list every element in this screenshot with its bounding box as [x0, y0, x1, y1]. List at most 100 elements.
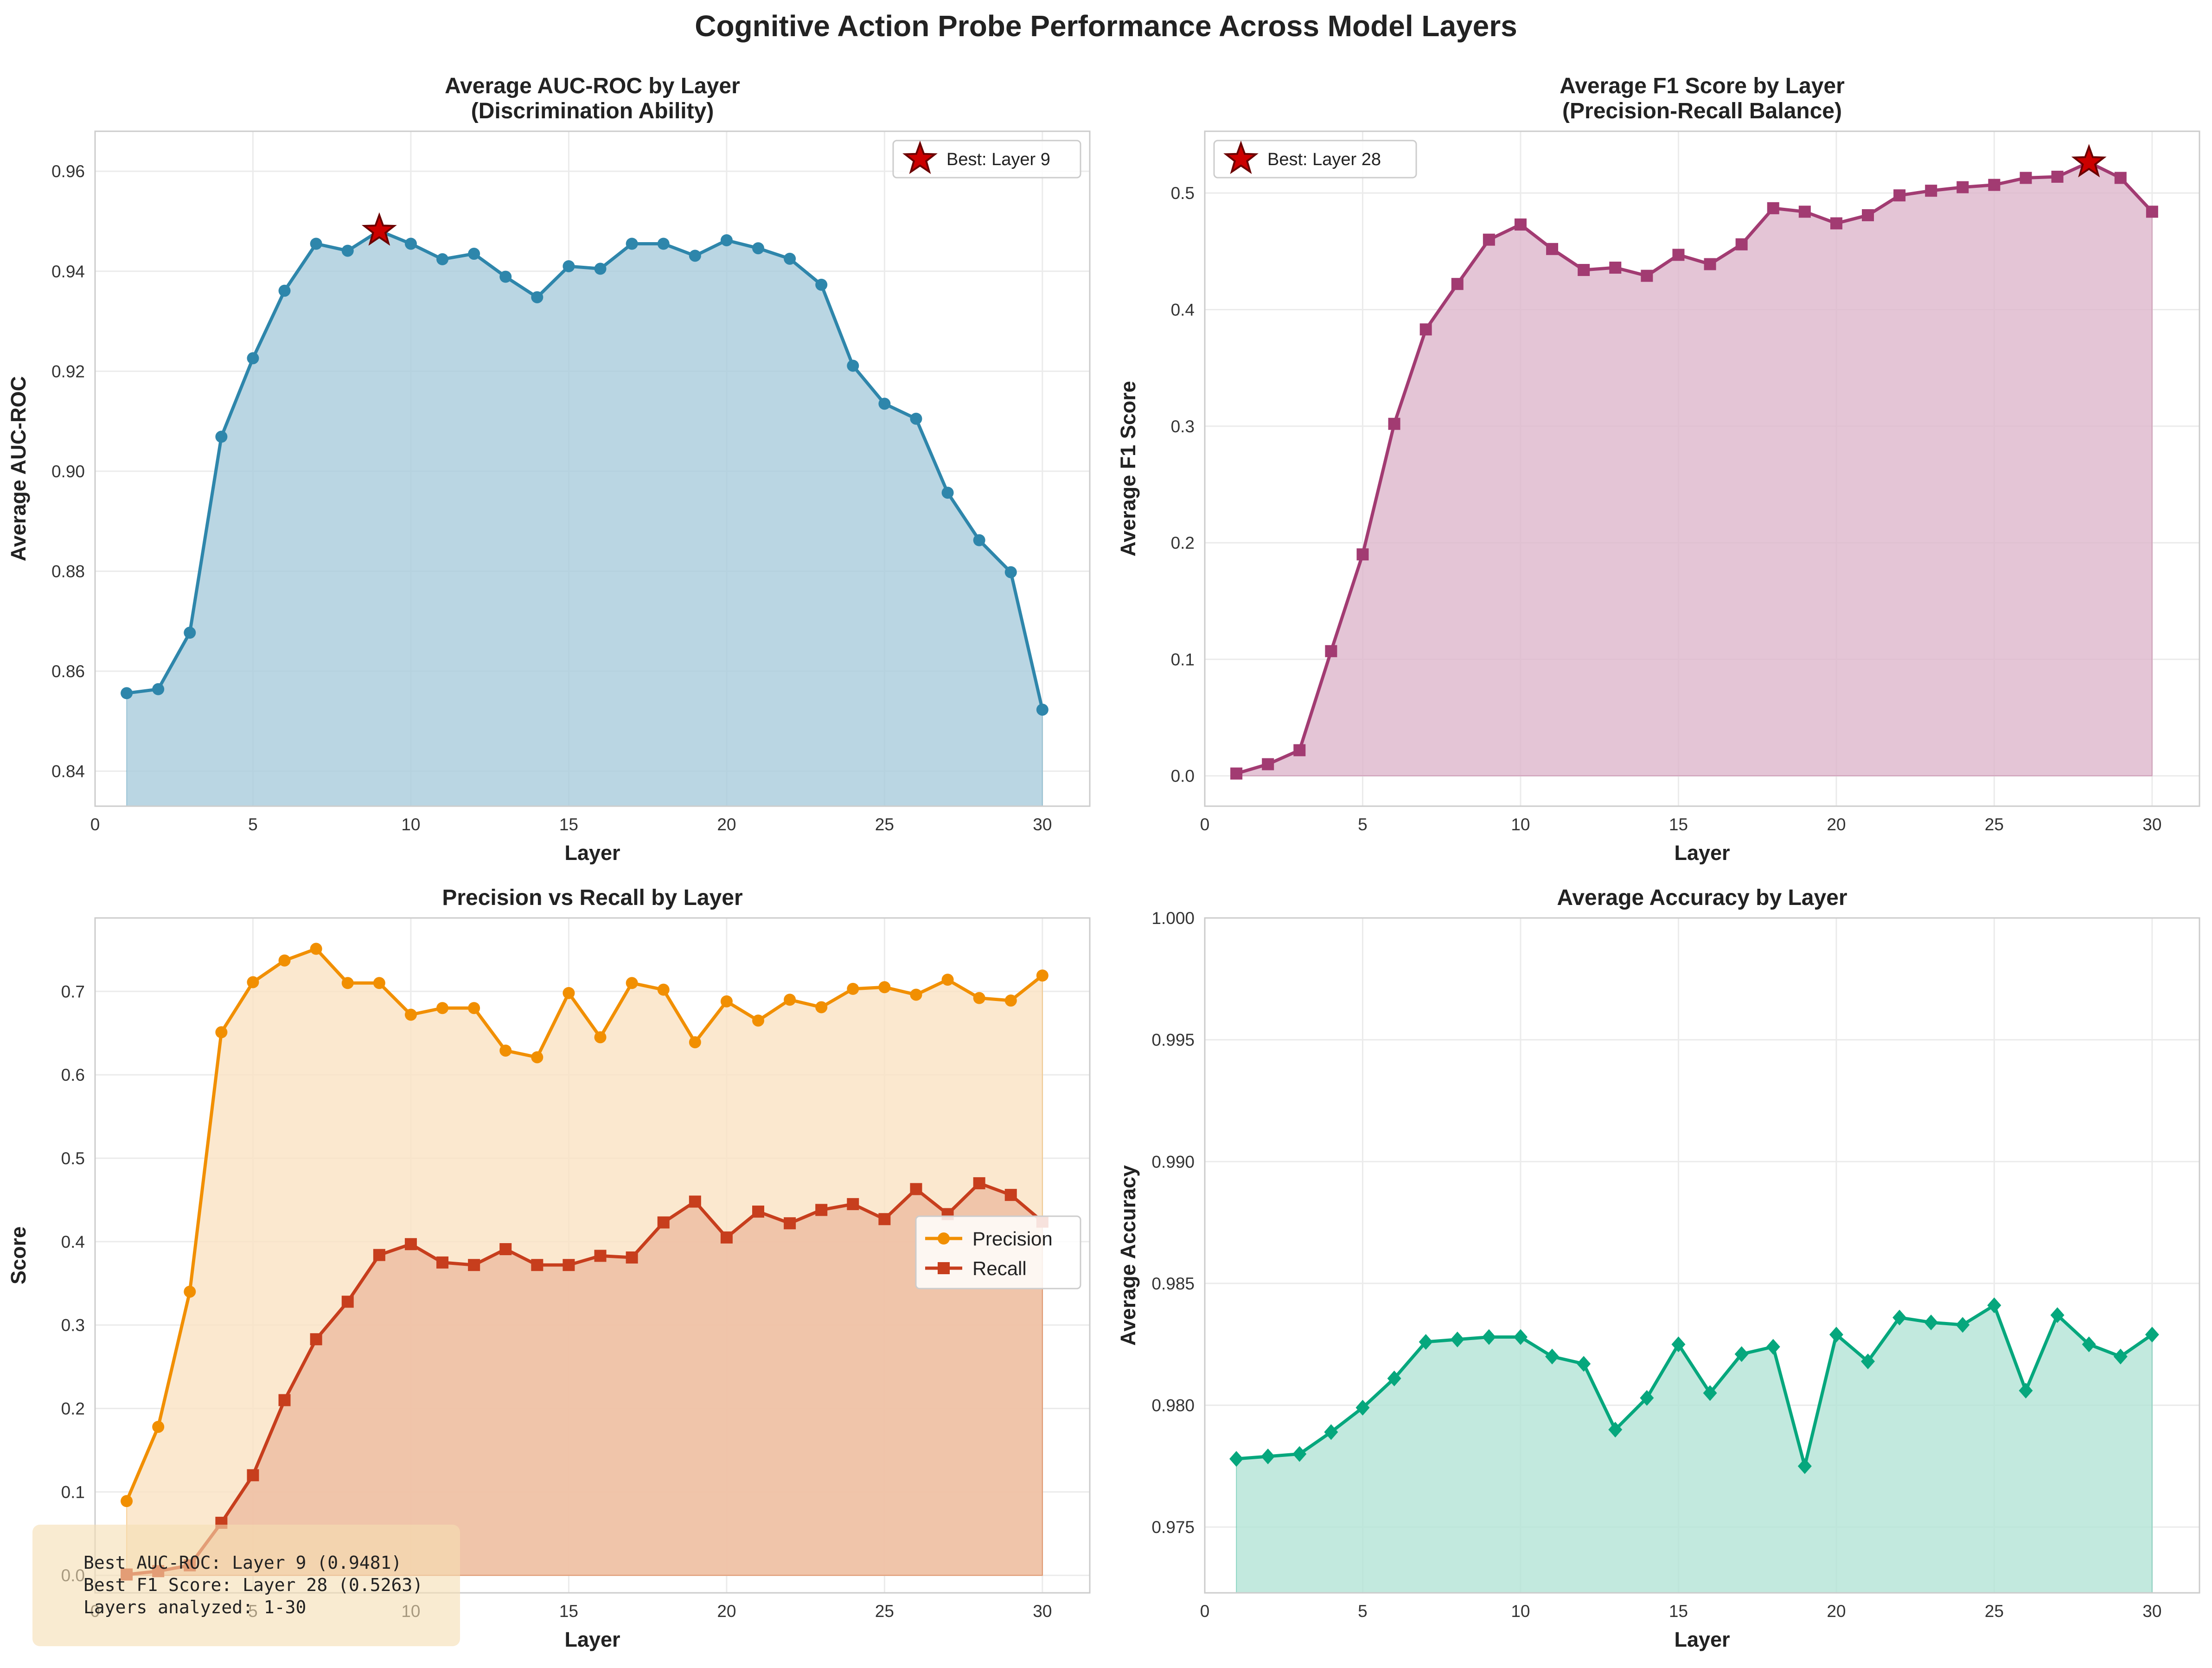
data-point	[468, 1259, 480, 1271]
y-tick-label: 0.88	[51, 562, 85, 581]
x-tick-label: 0	[1200, 1602, 1210, 1621]
y-axis-label: Average F1 Score	[1116, 381, 1140, 557]
x-tick-label: 20	[1827, 1602, 1846, 1621]
data-point	[1862, 209, 1874, 221]
annotation-line: Layers analyzed: 1-30	[83, 1597, 306, 1617]
data-point	[2051, 171, 2064, 183]
data-point	[310, 1333, 322, 1346]
best-marker-star-icon	[2071, 144, 2107, 178]
data-point	[531, 1259, 543, 1271]
data-point	[247, 976, 259, 988]
x-tick-label: 20	[1827, 815, 1846, 834]
data-point	[1229, 1451, 1244, 1467]
data-point	[121, 1495, 133, 1508]
data-point	[1704, 258, 1716, 270]
data-point	[341, 977, 354, 989]
summary-annotation: Best AUC-ROC: Layer 9 (0.9481)Best F1 Sc…	[32, 1525, 460, 1646]
y-tick-label: 0.94	[51, 262, 85, 281]
data-point	[215, 430, 228, 443]
legend-label: Best: Layer 28	[1267, 150, 1381, 169]
data-point	[1513, 1329, 1528, 1345]
data-point	[973, 1177, 985, 1189]
data-point	[1325, 645, 1337, 657]
data-point	[689, 1036, 701, 1048]
data-point	[341, 244, 354, 257]
data-point	[1324, 1424, 1338, 1440]
x-tick-label: 15	[559, 815, 578, 834]
data-point	[1956, 181, 1969, 193]
x-axis-label: Layer	[1674, 841, 1730, 865]
figure-title: Cognitive Action Probe Performance Acros…	[695, 9, 1517, 43]
x-tick-label: 10	[1511, 815, 1530, 834]
data-point	[1262, 758, 1274, 770]
data-point	[215, 1026, 228, 1039]
data-point	[121, 687, 133, 699]
data-point	[499, 1044, 512, 1057]
panel-pr: 0510152025300.00.10.20.30.40.50.60.7Laye…	[6, 885, 1091, 1651]
data-point	[436, 1002, 449, 1014]
data-point	[657, 1216, 670, 1229]
y-tick-label: 0.1	[1171, 650, 1195, 669]
data-point	[784, 994, 796, 1006]
data-point	[2114, 172, 2127, 184]
legend-label: Best: Layer 9	[946, 150, 1050, 169]
data-point	[1734, 1346, 1749, 1362]
panel-title: (Discrimination Ability)	[471, 99, 714, 123]
data-point	[657, 983, 670, 996]
panel-auc: 0 5 10 15 20 25 30 0.84 0.86 0.88 0.90 0.92 0.94 0.96…	[6, 74, 1091, 865]
y-tick-label: 0.3	[1171, 417, 1195, 436]
data-point	[1482, 1329, 1496, 1345]
panel-title: Average Accuracy by Layer	[1557, 885, 1847, 910]
data-point	[626, 977, 638, 989]
data-point	[1545, 1348, 1560, 1365]
data-point	[689, 250, 701, 262]
data-point	[499, 270, 512, 283]
x-axis-label: Layer	[564, 841, 620, 865]
data-point	[404, 1008, 417, 1021]
plot-frame	[94, 130, 1091, 807]
legend-box	[892, 140, 1081, 179]
data-point	[1293, 744, 1306, 757]
data-point	[626, 237, 638, 250]
data-point	[594, 1250, 607, 1262]
data-point	[1987, 1297, 2001, 1314]
x-axis-label: Layer	[564, 1628, 620, 1651]
data-point	[310, 237, 322, 250]
data-point	[847, 1198, 859, 1210]
y-tick-label: 0.4	[61, 1232, 85, 1251]
data-point	[752, 1206, 764, 1218]
x-tick-label: 25	[1985, 1602, 2004, 1621]
data-point	[1735, 238, 1748, 250]
y-tick-label: 0.96	[51, 162, 85, 181]
data-point	[784, 252, 796, 265]
x-tick-label: 5	[1358, 1602, 1368, 1621]
x-tick-label: 15	[1669, 1602, 1688, 1621]
data-point	[1830, 217, 1842, 230]
y-tick-label: 0.84	[51, 762, 85, 781]
panel-title: Average AUC-ROC by Layer	[445, 74, 740, 98]
data-point	[1419, 1334, 1433, 1350]
data-point	[278, 1394, 291, 1406]
data-point	[2082, 1336, 2096, 1353]
annotation-line: Best AUC-ROC: Layer 9 (0.9481)	[83, 1553, 402, 1573]
data-point	[2019, 1383, 2033, 1399]
data-point	[1829, 1327, 1843, 1343]
data-point	[1798, 205, 1811, 218]
data-point	[468, 1002, 480, 1014]
x-tick-label: 10	[401, 815, 420, 834]
annotation-box	[32, 1525, 460, 1646]
data-point	[2113, 1348, 2128, 1365]
y-tick-label: 0.5	[61, 1149, 85, 1168]
markers	[121, 225, 1048, 716]
data-point	[436, 1256, 449, 1269]
data-point	[1388, 417, 1400, 430]
x-tick-label: 25	[1985, 815, 2004, 834]
y-tick-label: 1.000	[1151, 909, 1195, 928]
data-point	[784, 1217, 796, 1230]
legend: Best: Layer 9	[892, 140, 1081, 179]
data-point	[973, 534, 985, 546]
data-point	[2146, 205, 2158, 218]
series-line-acc	[1236, 1303, 2153, 1468]
legend-marker	[938, 1262, 950, 1274]
